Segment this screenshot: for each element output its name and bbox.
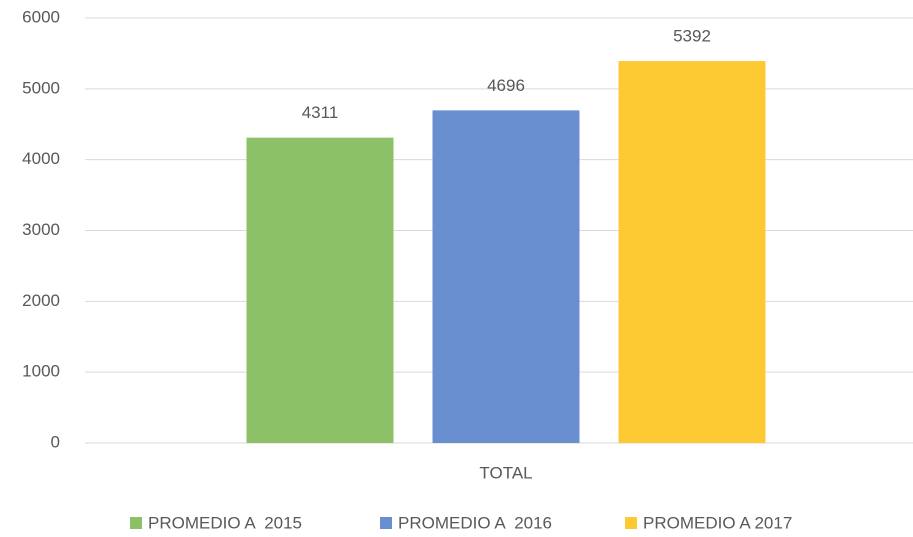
data-label: 5392	[673, 27, 711, 46]
y-tick-label: 1000	[22, 362, 60, 381]
y-tick-label: 4000	[22, 149, 60, 168]
legend-label: PROMEDIO A 2016	[398, 513, 552, 532]
bar	[618, 61, 766, 444]
y-tick-label: 0	[51, 432, 60, 451]
legend-swatch	[380, 517, 392, 529]
y-tick-label: 2000	[22, 291, 60, 310]
legend-label: PROMEDIO A 2017	[643, 513, 792, 532]
data-label: 4696	[487, 76, 525, 95]
x-tick-label: TOTAL	[479, 463, 532, 482]
y-tick-label: 6000	[22, 7, 60, 26]
bar	[432, 110, 580, 443]
data-label: 4311	[302, 103, 339, 122]
legend-swatch	[625, 517, 637, 529]
bar	[246, 137, 394, 443]
legend-swatch	[130, 517, 142, 529]
legend-label: PROMEDIO A 2015	[148, 513, 302, 532]
y-tick-label: 3000	[22, 220, 60, 239]
y-tick-label: 5000	[22, 78, 60, 97]
